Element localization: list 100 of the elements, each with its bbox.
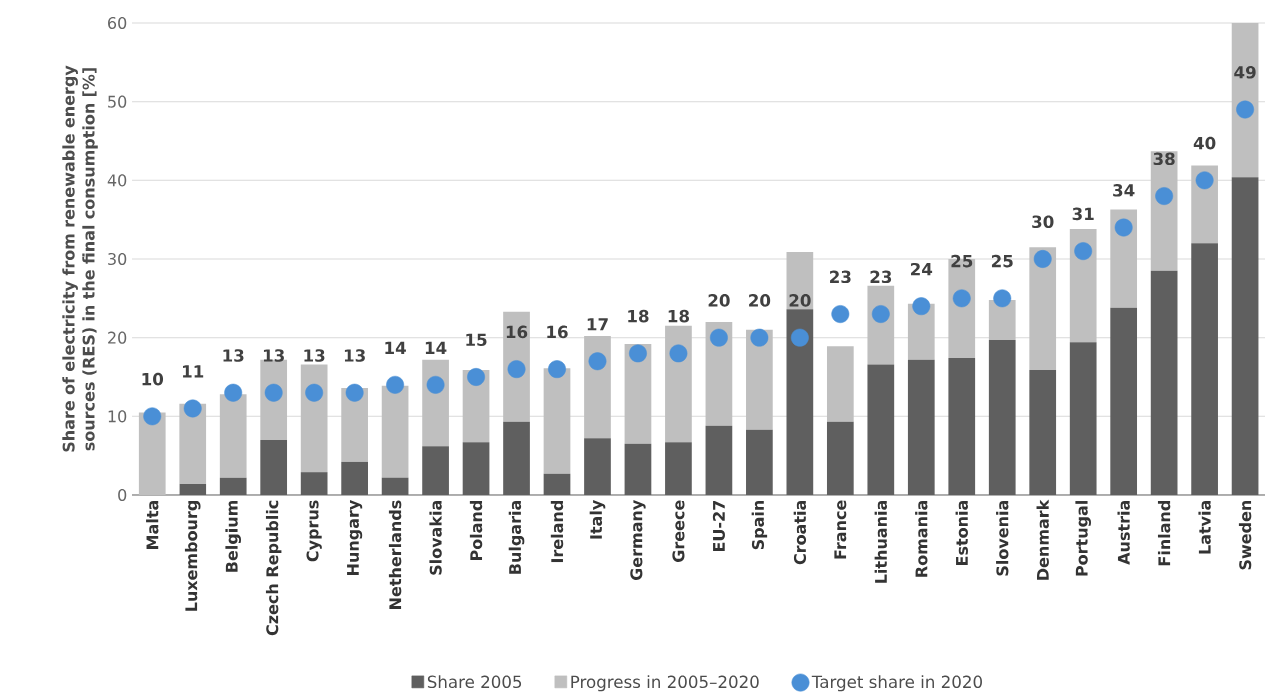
bar (746, 329, 773, 430)
data-label: 25 (991, 254, 1013, 268)
data-label: 14 (385, 341, 406, 354)
data-label: 34 (1113, 183, 1135, 197)
data-label: 18 (668, 309, 689, 323)
point (305, 383, 324, 402)
x-tick-label: Spain (751, 500, 768, 550)
point (790, 328, 809, 347)
bar (826, 421, 854, 495)
point (993, 289, 1012, 308)
data-label: 14 (425, 341, 447, 354)
data-label: 25 (951, 254, 973, 268)
y-tick-label: 10 (108, 410, 127, 423)
legend-label: Target share in 2020 (811, 675, 982, 692)
data-label: 20 (749, 294, 771, 307)
data-label: 16 (547, 325, 568, 339)
y-tick-label: 30 (108, 252, 127, 266)
point (224, 383, 243, 402)
bar (179, 483, 207, 495)
data-label: 49 (1234, 66, 1256, 79)
bar (665, 442, 692, 495)
x-tick-label: Romania (915, 500, 928, 577)
bar (381, 477, 409, 495)
bar (1029, 247, 1057, 370)
bar (826, 346, 854, 422)
bar (665, 325, 692, 443)
bar (1231, 23, 1259, 178)
point (952, 289, 971, 308)
point (871, 305, 890, 323)
x-tick-label: Sweden (1238, 500, 1252, 570)
data-label: 20 (789, 294, 811, 307)
x-tick-label: Italy (589, 499, 606, 539)
y-axis-title: Share of electricity from renewable energy sources (RES) in the final consumption [%] (62, 65, 98, 452)
point (1114, 218, 1133, 237)
bar (219, 477, 247, 495)
y-tick-label: 20 (108, 331, 127, 344)
point (912, 297, 931, 316)
x-tick-label: Bulgaria (508, 500, 525, 574)
point (467, 368, 485, 386)
bar (260, 439, 288, 495)
legend-label: Progress in 2005–2020 (571, 675, 759, 692)
bar (1110, 307, 1138, 495)
bar (907, 359, 935, 495)
data-label: 15 (466, 333, 487, 347)
point (1033, 250, 1052, 268)
point (831, 305, 850, 323)
x-tick-label: Belgium (225, 500, 241, 572)
x-tick-label: EU-27 (712, 500, 725, 552)
point (750, 328, 769, 347)
point (1236, 100, 1255, 119)
bar (300, 364, 328, 473)
bar (422, 446, 449, 495)
y-tick-label: 0 (118, 488, 127, 502)
point (588, 352, 607, 371)
bar (988, 299, 1016, 341)
data-label: 40 (1193, 136, 1216, 150)
data-label: 10 (142, 372, 164, 386)
x-tick-label: Germany (630, 499, 646, 581)
data-label: 23 (830, 270, 851, 284)
x-tick-label: Portugal (1075, 501, 1091, 576)
point (709, 328, 728, 347)
data-label: 16 (506, 325, 528, 339)
bar (786, 309, 814, 495)
data-label: 30 (1032, 215, 1054, 229)
point (1195, 171, 1214, 190)
bar (138, 412, 166, 495)
data-label: 13 (223, 349, 244, 362)
data-label: 20 (708, 294, 730, 307)
bar (543, 473, 571, 495)
bar (705, 321, 733, 426)
bar (341, 461, 368, 495)
x-tick-label: Latvia (1198, 500, 1211, 554)
x-tick-label: Poland (469, 501, 483, 561)
x-tick-label: Slovenia (996, 500, 1009, 576)
y-tick-label: 60 (108, 16, 127, 30)
point (426, 375, 445, 394)
point (669, 344, 688, 363)
bar (300, 472, 328, 495)
bar (988, 340, 1016, 495)
x-tick-label: Lithuania (874, 500, 887, 583)
bar (1029, 369, 1057, 495)
data-label: 23 (870, 270, 892, 284)
bar (1069, 229, 1097, 343)
x-tick-label: Ireland (550, 501, 564, 563)
x-tick-label: Slovakia (429, 500, 442, 575)
x-tick-label: Denmark (1036, 499, 1049, 580)
bar (867, 364, 895, 495)
bar (948, 358, 976, 495)
bar (746, 429, 773, 495)
bar (503, 421, 530, 495)
x-tick-label: Finland (1157, 501, 1171, 566)
bar (1069, 342, 1097, 495)
data-label: 13 (304, 349, 325, 362)
point (1155, 187, 1174, 205)
bar (705, 425, 733, 495)
data-label: 38 (1153, 152, 1175, 166)
y-tick-label: 40 (107, 174, 127, 187)
data-label: 17 (587, 318, 608, 331)
legend-label: Share 2005 (427, 675, 522, 689)
bar (1110, 209, 1138, 308)
